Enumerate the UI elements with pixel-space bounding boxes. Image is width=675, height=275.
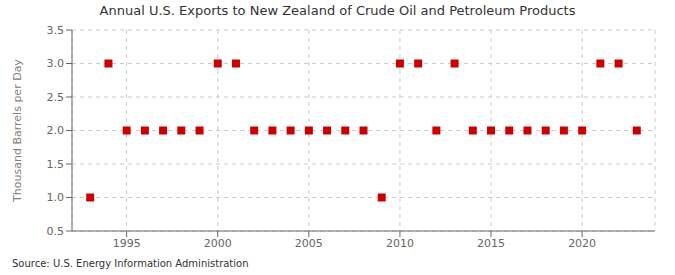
svg-text:2015: 2015 (477, 237, 505, 250)
svg-text:2010: 2010 (386, 237, 414, 250)
svg-text:1995: 1995 (113, 237, 141, 250)
svg-text:2000: 2000 (204, 237, 232, 250)
svg-text:1.0: 1.0 (47, 191, 65, 204)
svg-text:2.0: 2.0 (47, 124, 65, 137)
svg-text:1.5: 1.5 (47, 158, 65, 171)
html-text:Annual U.S. Exports to New Zea: Annual U.S. Exports to New Zealand of Cr… (99, 3, 576, 18)
svg-text:2.5: 2.5 (47, 91, 65, 104)
html-text:Source: U.S. Energy Informatio: Source: U.S. Energy Information Administ… (12, 258, 249, 269)
svg-text:3.0: 3.0 (47, 57, 65, 70)
svg-text:0.5: 0.5 (47, 225, 65, 238)
svg-text:2005: 2005 (295, 237, 323, 250)
svg-text:3.5: 3.5 (47, 24, 65, 37)
svg-text:2020: 2020 (568, 237, 596, 250)
svg-text:Thousand Barrels per Day: Thousand Barrels per Day (11, 59, 24, 203)
